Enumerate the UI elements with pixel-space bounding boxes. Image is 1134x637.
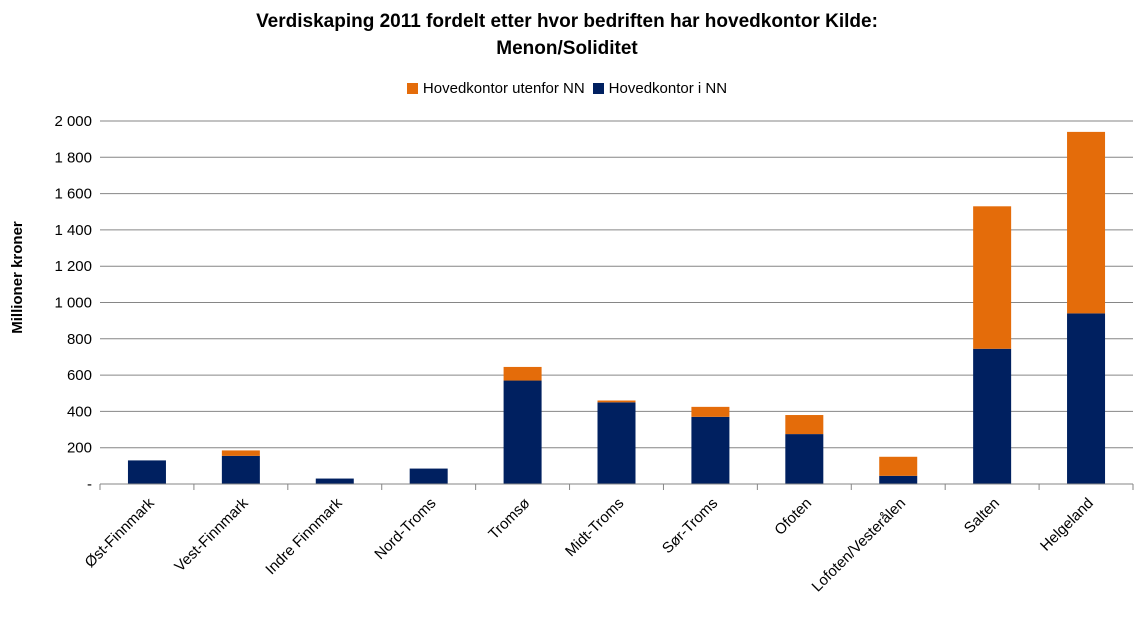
bar-hovedkontor-utenfor-nn-10 xyxy=(1067,131,1106,314)
y-tick-label: 1 000 xyxy=(54,295,92,312)
chart-title: Verdiskaping 2011 fordelt etter hvor bed… xyxy=(0,8,1134,62)
bar-hovedkontor-i-nn-3 xyxy=(409,468,448,484)
x-tick-label: Salten xyxy=(961,495,1003,537)
x-tick-label: Lofoten/Vesterålen xyxy=(809,495,909,595)
legend-label-hovedkontor-utenfor-nn: Hovedkontor utenfor NN xyxy=(422,80,585,97)
legend-label-hovedkontor-i-nn: Hovedkontor i NN xyxy=(608,80,728,97)
bar-hovedkontor-i-nn-10 xyxy=(1067,313,1106,484)
legend-swatch-hovedkontor-utenfor-nn xyxy=(406,83,418,94)
y-axis-label: Millioner kroner xyxy=(9,221,26,334)
x-tick-label: Nord-Troms xyxy=(371,495,439,563)
y-tick-label: 800 xyxy=(67,331,92,348)
bar-hovedkontor-i-nn-5 xyxy=(597,402,636,484)
x-tick-label: Sør-Troms xyxy=(659,495,721,557)
x-tick-label: Tromsø xyxy=(485,495,533,543)
bar-hovedkontor-i-nn-0 xyxy=(127,460,166,484)
legend-swatch-hovedkontor-i-nn xyxy=(592,83,604,94)
x-tick-label: Øst-Finnmark xyxy=(82,494,159,571)
bar-hovedkontor-utenfor-nn-4 xyxy=(503,366,542,381)
x-tick-label: Helgeland xyxy=(1037,495,1097,555)
bar-hovedkontor-i-nn-4 xyxy=(503,380,542,484)
bar-hovedkontor-utenfor-nn-8 xyxy=(879,456,918,476)
bar-hovedkontor-utenfor-nn-6 xyxy=(691,406,730,417)
x-tick-label: Ofoten xyxy=(771,495,815,539)
chart-title-line-1: Verdiskaping 2011 fordelt etter hvor bed… xyxy=(256,11,878,32)
bar-hovedkontor-utenfor-nn-9 xyxy=(973,206,1012,349)
bar-hovedkontor-i-nn-7 xyxy=(785,434,824,484)
bar-hovedkontor-utenfor-nn-7 xyxy=(785,415,824,435)
y-tick-label: 1 800 xyxy=(54,149,92,166)
x-tick-label: Midt-Troms xyxy=(562,495,627,560)
bar-hovedkontor-i-nn-2 xyxy=(315,478,354,484)
bar-hovedkontor-utenfor-nn-1 xyxy=(221,450,260,456)
y-tick-label: 2 000 xyxy=(54,113,92,130)
bar-hovedkontor-i-nn-6 xyxy=(691,416,730,484)
bar-hovedkontor-i-nn-1 xyxy=(221,455,260,484)
x-tick-label: Indre Finnmark xyxy=(262,494,346,578)
y-tick-label: 400 xyxy=(67,403,92,420)
legend-item-hovedkontor-i-nn: Hovedkontor i NN xyxy=(592,80,728,97)
y-tick-label: 600 xyxy=(67,367,92,384)
chart-title-line-2: Menon/Soliditet xyxy=(496,38,638,59)
bar-hovedkontor-i-nn-8 xyxy=(879,475,918,484)
bar-hovedkontor-i-nn-9 xyxy=(973,348,1012,484)
y-tick-label: - xyxy=(87,476,92,493)
y-tick-label: 1 200 xyxy=(54,258,92,275)
legend-item-hovedkontor-utenfor-nn: Hovedkontor utenfor NN xyxy=(406,80,585,97)
chart-legend: Hovedkontor utenfor NN Hovedkontor i NN xyxy=(0,80,1134,97)
x-tick-label: Vest-Finnmark xyxy=(171,494,252,575)
y-tick-label: 1 600 xyxy=(54,186,92,203)
bar-hovedkontor-utenfor-nn-5 xyxy=(597,400,636,403)
y-tick-label: 200 xyxy=(67,440,92,457)
y-tick-label: 1 400 xyxy=(54,222,92,239)
